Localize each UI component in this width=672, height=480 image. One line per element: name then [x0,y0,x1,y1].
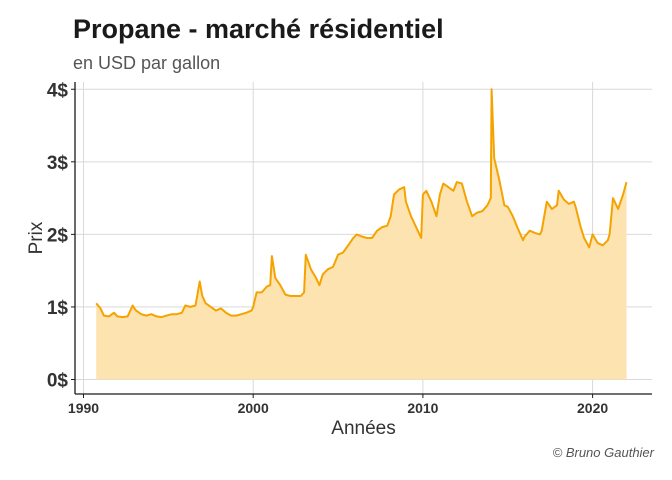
y-axis-title: Prix [26,221,47,254]
x-tick-label: 2020 [577,400,608,416]
y-tick-label: 2$ [47,225,69,246]
y-tick-label: 3$ [47,153,69,174]
x-ticks: 1990 2000 2010 2020 [68,394,608,416]
x-axis-title: Années [331,418,395,439]
x-tick-label: 1990 [68,400,99,416]
y-ticks: 0$ 1$ 2$ 3$ 4$ [47,80,75,391]
axes [74,82,652,395]
x-tick-label: 2000 [238,400,269,416]
x-tick-label: 2010 [407,400,438,416]
chart-title: Propane - marché résidentiel [73,14,444,44]
y-tick-label: 4$ [47,80,69,101]
chart-caption: © Bruno Gauthier [552,445,654,460]
y-tick-label: 0$ [47,370,69,391]
chart-subtitle: en USD par gallon [73,53,221,73]
y-tick-label: 1$ [47,298,69,319]
price-line [95,88,628,319]
price-area [96,89,627,380]
